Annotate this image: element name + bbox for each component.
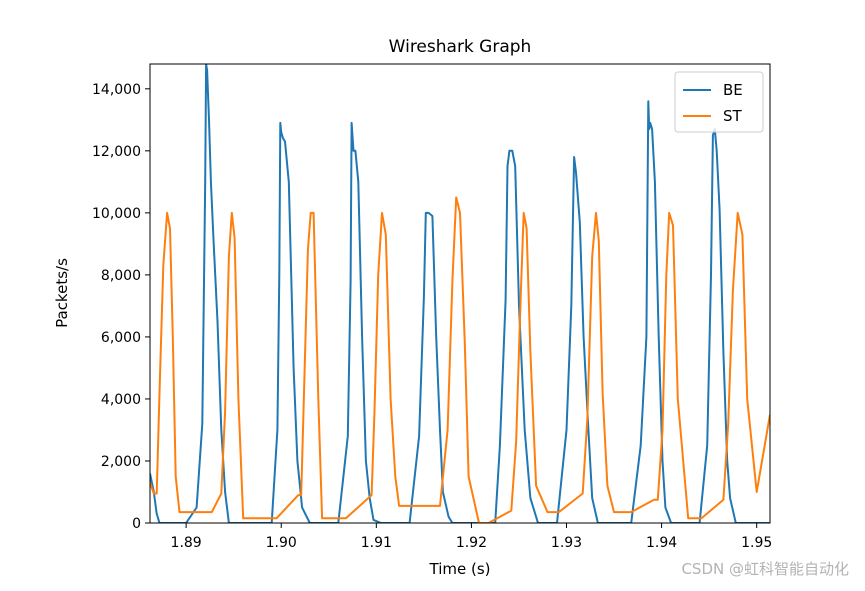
- y-tick-label: 12,000: [92, 144, 141, 160]
- y-axis: 0 2,000 4,000 6,000 8,000 10,000 12,000 14,000: [92, 82, 150, 532]
- x-tick-label: 1.94: [646, 535, 677, 551]
- y-tick-label: 0: [132, 516, 141, 532]
- x-tick-label: 1.92: [456, 535, 487, 551]
- series-line-be: [150, 64, 770, 523]
- legend-label-st: ST: [723, 107, 743, 125]
- chart-title: Wireshark Graph: [389, 37, 532, 57]
- x-tick-label: 1.95: [741, 535, 772, 551]
- series-line-st: [150, 196, 770, 523]
- x-tick-label: 1.93: [551, 535, 582, 551]
- x-tick-label: 1.91: [361, 535, 392, 551]
- y-tick-label: 6,000: [101, 330, 141, 346]
- legend: BE ST: [674, 71, 764, 133]
- y-tick-label: 4,000: [101, 392, 141, 408]
- y-tick-label: 10,000: [92, 206, 141, 222]
- y-tick-label: 2,000: [101, 454, 141, 470]
- legend-label-be: BE: [723, 81, 743, 99]
- watermark: CSDN @虹科智能自动化: [681, 560, 849, 578]
- y-tick-label: 14,000: [92, 82, 141, 98]
- x-tick-label: 1.89: [171, 535, 202, 551]
- x-axis-label: Time (s): [429, 560, 491, 578]
- x-axis: 1.89 1.90 1.91 1.92 1.93 1.94 1.95: [171, 523, 772, 551]
- series-layer: [150, 64, 770, 523]
- y-tick-label: 8,000: [101, 268, 141, 284]
- y-axis-label: Packets/s: [53, 258, 71, 328]
- x-tick-label: 1.90: [266, 535, 297, 551]
- legend-box: [674, 71, 764, 133]
- plot-frame: [149, 63, 771, 524]
